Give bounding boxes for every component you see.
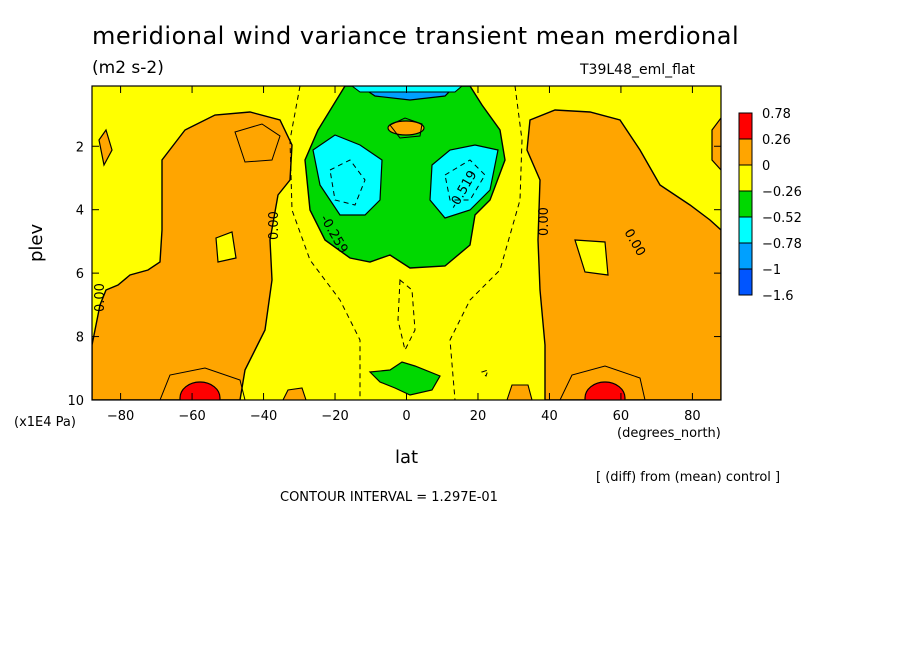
colorbar-swatch [738,138,753,166]
x-axis-label: lat [395,447,419,468]
field-red-left [179,381,221,400]
x-tick-label: −20 [321,409,348,424]
chart-title: meridional wind variance transient mean … [92,22,740,50]
field-yellow-pocket-2 [574,239,609,276]
colorbar-label: −0.52 [762,211,802,226]
diff-note: [ (diff) from (mean) control ] [596,470,781,485]
field-red-right [584,381,626,400]
colorbar-swatch [738,190,753,218]
y-tick-label: 10 [67,394,84,409]
colorbar-swatch [738,164,753,192]
colorbar-swatch [738,242,753,270]
field-green-bottom [368,361,441,396]
contour-field [92,86,721,400]
colorbar-swatch [738,268,753,296]
run-label: T39L48_eml_flat [580,62,696,78]
x-tick-label: 80 [684,409,701,424]
x-tick-label: 0 [402,409,410,424]
field-yellow-pocket-1 [215,231,237,263]
field-orange-bottom-left [282,387,307,400]
colorbar-swatch [738,216,753,244]
field-orange-right [526,109,721,400]
y-axis-label: plev [26,223,47,262]
colorbar: 0.78 0.26 0 −0.26 −0.52 −0.78 −1 −1.6 [738,107,802,304]
x-tick-label: −40 [250,409,277,424]
contour-label: 0.00 [267,211,282,240]
y-tick-label: 6 [76,267,84,282]
chart-units: (m2 s-2) [92,58,164,78]
colorbar-label: −0.78 [762,237,802,252]
y-tick-label: 8 [76,331,84,346]
solid-contours [159,117,646,400]
contour-label: 0.00 [537,207,552,236]
contour-label: 0.00 [93,283,108,312]
x-tick-label: −80 [107,409,134,424]
field-green-center [304,86,506,269]
x-tick-label: −60 [178,409,205,424]
x-tick-label: 20 [470,409,487,424]
field-orange-top [387,120,425,136]
x-axis-unit: (degrees_north) [617,426,721,441]
x-tick-label: 60 [613,409,630,424]
colorbar-swatch [738,112,753,140]
colorbar-label: −0.26 [762,185,802,200]
field-orange-left-edge [98,128,113,167]
dashed-contours [289,86,523,400]
field-cyan-left [312,134,383,216]
x-tick-label: 40 [541,409,558,424]
field-orange-right-edge [711,117,721,171]
colorbar-label: −1 [762,263,781,278]
y-axis-unit: (x1E4 Pa) [14,415,76,430]
field-orange-bottom-right [506,384,533,400]
field-cyan-right [429,144,499,219]
contour-interval-note: CONTOUR INTERVAL = 1.297E-01 [280,490,498,505]
colorbar-label: −1.6 [762,289,794,304]
x-axis-ticks: −80 −60 −40 −20 0 20 40 60 80 [107,86,701,424]
y-tick-label: 4 [76,204,84,219]
field-orange-left [92,111,293,400]
colorbar-label: 0 [762,159,770,174]
y-axis-ticks: 2 4 6 8 10 [67,140,721,409]
colorbar-label: 0.26 [762,133,791,148]
colorbar-label: 0.78 [762,107,791,122]
y-tick-label: 2 [76,140,84,155]
